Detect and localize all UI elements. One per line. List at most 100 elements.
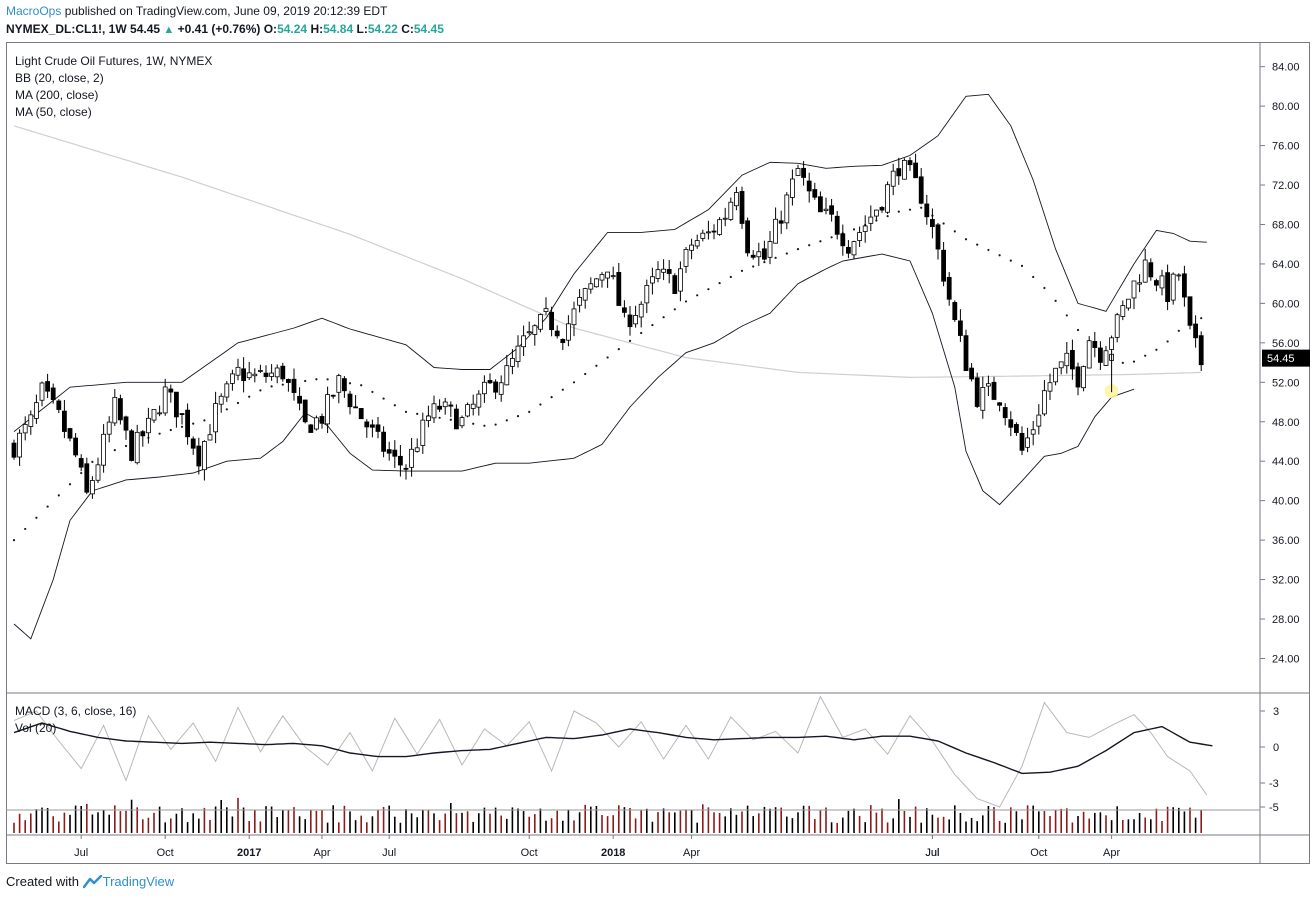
last-price-tag-bg <box>1262 349 1310 367</box>
candle-up <box>476 393 482 408</box>
ma50-dot <box>505 419 508 422</box>
candle-up <box>470 403 476 409</box>
footer-brand[interactable]: TradingView <box>102 874 175 889</box>
candle-down <box>672 275 678 294</box>
bollinger-bands <box>13 93 1207 640</box>
candle-up <box>409 448 415 468</box>
candle-up <box>224 383 230 398</box>
candle-up <box>420 419 426 446</box>
volume-bars <box>6 797 1260 833</box>
candle-up <box>112 397 118 424</box>
ma50-dot <box>236 401 240 405</box>
ma50-dot <box>516 415 520 418</box>
candle-down <box>123 416 129 431</box>
candle-down <box>924 203 930 218</box>
candle-up <box>773 218 778 244</box>
candle-up <box>1142 259 1148 283</box>
legend-ma50: MA (50, close) <box>15 105 92 119</box>
candle-up <box>134 431 140 464</box>
ma50-dot <box>875 219 878 222</box>
price-tick-label: 80.00 <box>1272 101 1300 113</box>
ma50-dot <box>1121 361 1124 364</box>
ma50-dot <box>169 428 172 432</box>
candle-down <box>840 233 846 247</box>
ma50-dot <box>976 243 979 246</box>
candle-down <box>879 207 885 211</box>
candle-up <box>683 249 689 267</box>
candle-up <box>336 375 342 393</box>
candle-down <box>285 379 291 383</box>
candle-up <box>274 367 280 378</box>
time-tick-label: Apr <box>683 847 700 859</box>
ma50-dot <box>326 378 329 381</box>
candle-down <box>45 381 50 392</box>
candle-down <box>263 372 269 377</box>
ma50-dot <box>808 244 811 247</box>
candle-down <box>179 413 185 415</box>
ma50-dot <box>371 390 374 394</box>
candle-up <box>1126 298 1131 309</box>
time-tick-label: 2017 <box>237 847 261 859</box>
candle-down <box>930 219 935 227</box>
candle-up <box>504 365 510 386</box>
candle-up <box>650 276 655 284</box>
ma50-dot <box>1200 317 1203 320</box>
candle-down <box>778 220 784 224</box>
candle-up <box>498 382 504 395</box>
candle-up <box>431 403 437 419</box>
candle-up <box>610 275 616 278</box>
candle-down <box>173 391 179 418</box>
candle-up <box>1058 361 1064 369</box>
ma50-dot <box>57 494 60 497</box>
candle-down <box>375 424 381 432</box>
candle-down <box>291 378 297 393</box>
ma50-dot <box>718 281 721 285</box>
candle-up <box>868 216 874 224</box>
ma50-dot <box>953 230 956 233</box>
ma50-dot <box>830 236 833 239</box>
candle-up <box>207 434 213 441</box>
ma50-dot <box>180 425 184 428</box>
ma50-dot <box>886 214 889 218</box>
price-tick-label: 60.00 <box>1272 298 1300 310</box>
candle-down <box>397 455 403 466</box>
ma50-dot <box>1076 328 1080 332</box>
ma50-dot <box>987 248 990 252</box>
ma50-dot <box>449 418 452 421</box>
price-tick-label: 36.00 <box>1272 535 1300 547</box>
ma50-dot <box>80 471 83 475</box>
candle-down <box>913 162 918 179</box>
price-axis[interactable]: 84.00 80.00 76.00 72.00 68.00 64.00 60.00 56.00… <box>1260 62 1300 814</box>
candle-down <box>241 368 247 382</box>
ma50-dot <box>628 339 632 342</box>
candle-up <box>1030 429 1036 435</box>
candle-down <box>84 463 90 493</box>
candle-down <box>56 400 62 410</box>
last-price-tag-label: 54.45 <box>1267 353 1295 365</box>
candle-down <box>958 320 963 336</box>
ma50-dot <box>124 444 128 448</box>
bb-upper-band <box>13 93 1207 432</box>
publish-info: published on TradingView.com, June 09, 2… <box>64 4 388 18</box>
candle-up <box>689 244 694 251</box>
candle-down <box>1014 424 1019 434</box>
ma50-dot <box>561 388 564 391</box>
macd-pane <box>13 695 1213 808</box>
ma200-line <box>13 125 1202 379</box>
candle-up <box>784 194 790 224</box>
candle-up <box>756 251 762 258</box>
candle-down <box>622 307 627 313</box>
author-link[interactable]: MacroOps <box>6 4 62 18</box>
last-price-tag: 54.45 <box>1262 349 1310 367</box>
price-chart[interactable]: 84.00 80.00 76.00 72.00 68.00 64.00 60.00 56.00… <box>6 42 1310 864</box>
candle-up <box>515 345 521 362</box>
candle-down <box>369 424 375 428</box>
candle-down <box>549 311 554 331</box>
price-tick-label: 32.00 <box>1272 575 1300 587</box>
symbol-name: NYMEX_DL:CL1!, 1W <box>6 22 127 36</box>
candle-down <box>185 409 191 438</box>
publish-header: MacroOps published on TradingView.com, J… <box>6 4 387 18</box>
ma50-dot <box>998 254 1001 257</box>
candle-up <box>90 480 95 495</box>
